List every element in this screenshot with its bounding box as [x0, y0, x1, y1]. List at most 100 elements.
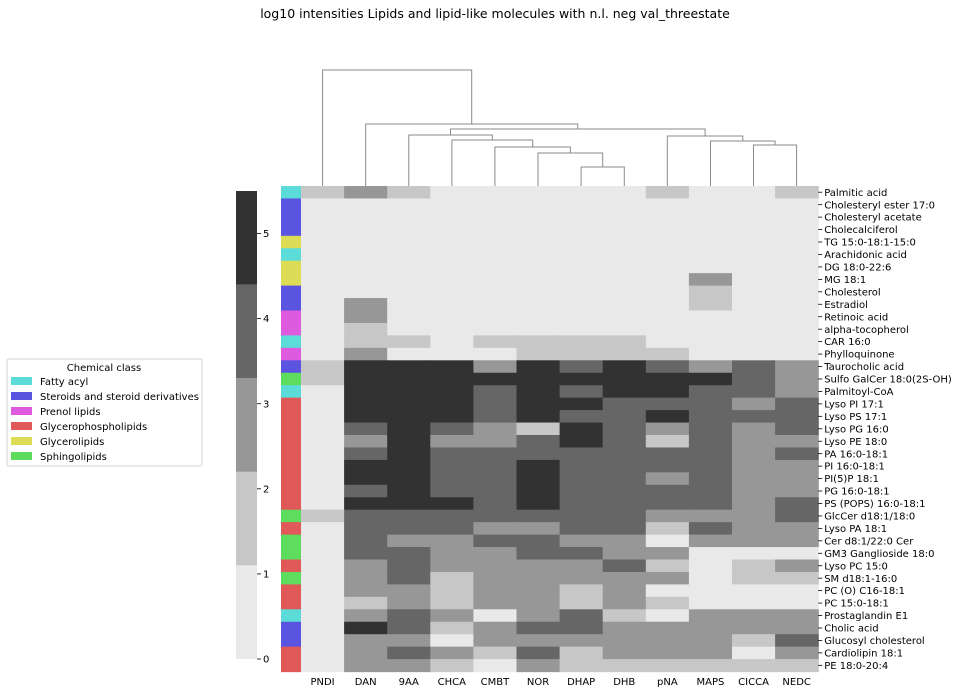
heatmap-cell — [516, 522, 561, 536]
heatmap-cell — [430, 372, 474, 386]
heatmap-cell — [301, 559, 345, 573]
heatmap-cell — [775, 235, 819, 249]
heatmap-cell — [645, 273, 690, 287]
heatmap-cell — [688, 422, 733, 436]
heatmap-cell — [559, 385, 604, 399]
heatmap-cell — [559, 310, 604, 324]
heatmap-cell — [775, 472, 819, 486]
heatmap-cell — [387, 596, 431, 610]
heatmap-cell — [732, 571, 776, 585]
heatmap-cell — [602, 248, 647, 262]
row-class-cell — [281, 634, 301, 648]
row-label: PG 16:0-18:1 — [824, 487, 889, 498]
heatmap-cell — [645, 596, 690, 610]
heatmap-cell — [344, 310, 388, 324]
row-class-colors — [281, 186, 301, 673]
heatmap-cell — [344, 210, 388, 224]
heatmap-cell — [775, 186, 819, 200]
heatmap-cell — [645, 646, 690, 660]
heatmap-cell — [602, 497, 647, 511]
heatmap-cell — [602, 273, 647, 287]
legend-swatch — [11, 437, 32, 445]
heatmap-cell — [775, 397, 819, 411]
row-label: Phylloquinone — [824, 350, 894, 361]
heatmap-cell — [688, 235, 733, 249]
heatmap-cell — [344, 186, 388, 200]
heatmap-cell — [430, 472, 474, 486]
heatmap-cell — [344, 559, 388, 573]
heatmap-cell — [775, 571, 819, 585]
heatmap-cell — [775, 634, 819, 648]
column-label: PNDI — [310, 677, 334, 688]
heatmap-cell — [559, 335, 604, 349]
dendrogram-link — [537, 152, 604, 186]
heatmap-cell — [344, 223, 388, 237]
legend-label: Fatty acyl — [40, 377, 88, 388]
heatmap-cell — [344, 584, 388, 598]
heatmap-cell — [688, 609, 733, 623]
heatmap-cell — [732, 422, 776, 436]
heatmap-cell — [732, 360, 776, 374]
heatmap-cell — [602, 260, 647, 274]
heatmap-cell — [775, 534, 819, 548]
heatmap-cell — [301, 584, 345, 598]
heatmap-cell — [473, 472, 518, 486]
heatmap-cell — [516, 634, 561, 648]
heatmap-cell — [732, 210, 776, 224]
heatmap-cell — [559, 634, 604, 648]
heatmap-cell — [602, 285, 647, 299]
heatmap-cell — [732, 397, 776, 411]
heatmap-cell — [559, 210, 604, 224]
row-label: Lyso PA 18:1 — [824, 524, 887, 535]
heatmap-cell — [430, 235, 474, 249]
heatmap-cell — [645, 210, 690, 224]
heatmap-cell — [344, 646, 388, 660]
heatmap-cell — [688, 285, 733, 299]
heatmap-cell — [775, 621, 819, 635]
dendrogram-link — [710, 140, 776, 186]
heatmap-cell — [602, 547, 647, 561]
heatmap-cell — [473, 659, 518, 673]
heatmap-cell — [775, 497, 819, 511]
heatmap-cell — [516, 659, 561, 673]
column-label: DHB — [613, 677, 635, 688]
heatmap-cell — [559, 534, 604, 548]
heatmap-cell — [301, 459, 345, 473]
heatmap-cell — [559, 260, 604, 274]
heatmap-cell — [301, 347, 345, 361]
heatmap-cell — [559, 235, 604, 249]
heatmap-cell — [301, 410, 345, 424]
heatmap-cell — [732, 186, 776, 200]
heatmap-cell — [688, 447, 733, 461]
heatmap-cell — [301, 335, 345, 349]
heatmap-cell — [387, 372, 431, 386]
heatmap-cell — [559, 372, 604, 386]
legend-swatch — [11, 377, 32, 385]
heatmap-cell — [473, 235, 518, 249]
heatmap-cell — [602, 372, 647, 386]
row-label: PC (O) C16-18:1 — [824, 586, 905, 597]
heatmap-cell — [775, 335, 819, 349]
heatmap-cell — [387, 360, 431, 374]
heatmap-cell — [387, 571, 431, 585]
heatmap-cell — [732, 621, 776, 635]
heatmap-cell — [387, 646, 431, 660]
heatmap-cell — [775, 596, 819, 610]
heatmap-cell — [387, 347, 431, 361]
heatmap-cell — [645, 347, 690, 361]
heatmap-cell — [430, 634, 474, 648]
heatmap-cell — [559, 646, 604, 660]
heatmap-cell — [732, 559, 776, 573]
heatmap-cell — [387, 285, 431, 299]
heatmap-cell — [688, 472, 733, 486]
heatmap-cell — [344, 422, 388, 436]
heatmap-cell — [688, 522, 733, 536]
legend-swatch — [11, 422, 32, 430]
heatmap-cell — [516, 571, 561, 585]
heatmap-cell — [430, 509, 474, 523]
heatmap-cell — [645, 621, 690, 635]
row-class-cell — [281, 497, 301, 511]
heatmap-cell — [301, 260, 345, 274]
heatmap-cell — [301, 621, 345, 635]
heatmap-cell — [775, 198, 819, 212]
